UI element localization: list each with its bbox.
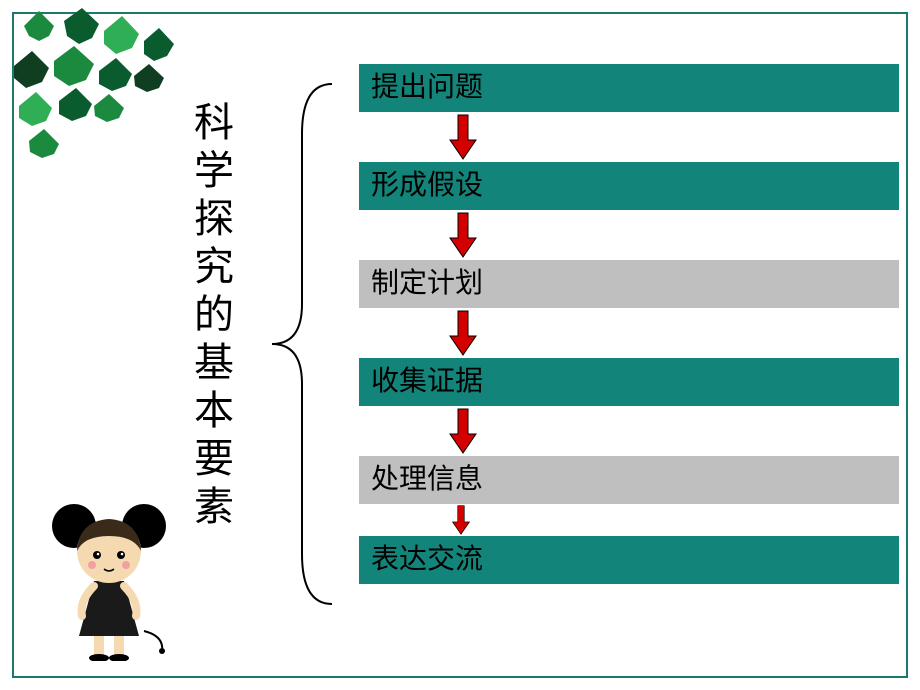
main-title: 科 学 探 究 的 基 本 要 素 (189, 99, 239, 531)
arrow-4 (359, 406, 899, 456)
arrow-1 (359, 112, 899, 162)
title-char: 的 (189, 291, 239, 339)
title-char: 要 (189, 435, 239, 483)
title-char: 素 (189, 483, 239, 531)
title-char: 探 (189, 195, 239, 243)
title-char: 基 (189, 339, 239, 387)
character-decoration (44, 481, 174, 661)
slide-frame: 科 学 探 究 的 基 本 要 素 提出问题 形成假设 制定计划 (12, 12, 908, 678)
step-5: 处理信息 (359, 456, 899, 504)
title-char: 学 (189, 147, 239, 195)
title-char: 科 (189, 99, 239, 147)
step-6: 表达交流 (359, 536, 899, 584)
arrow-3 (359, 308, 899, 358)
steps-list: 提出问题 形成假设 制定计划 收集证据 处理信息 (359, 64, 899, 584)
step-2: 形成假设 (359, 162, 899, 210)
step-1: 提出问题 (359, 64, 899, 112)
step-3: 制定计划 (359, 260, 899, 308)
step-4: 收集证据 (359, 358, 899, 406)
title-char: 本 (189, 387, 239, 435)
arrow-5 (359, 504, 899, 536)
arrow-2 (359, 210, 899, 260)
leaf-decoration (4, 6, 204, 176)
title-char: 究 (189, 243, 239, 291)
brace-icon (262, 74, 342, 614)
